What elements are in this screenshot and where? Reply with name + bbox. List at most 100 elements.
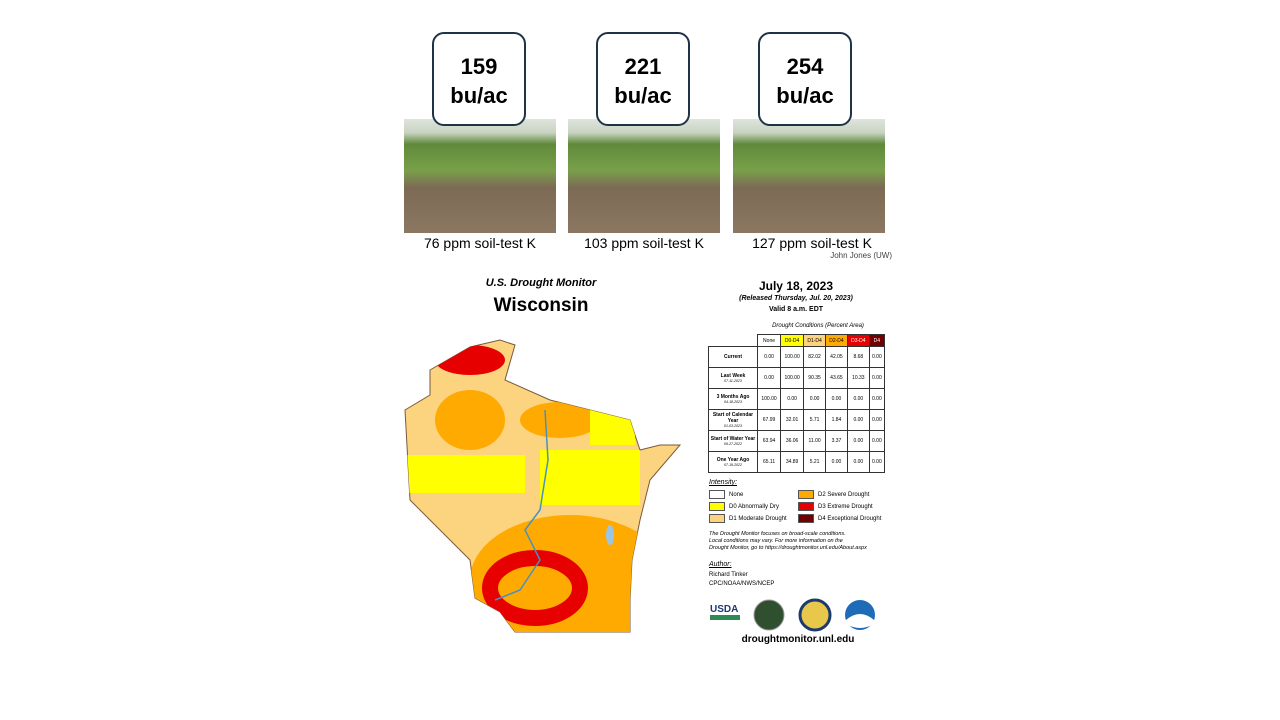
usda-logo: USDA [710, 604, 740, 620]
table-cell: 100.00 [756, 388, 782, 410]
row-label: Current [708, 346, 758, 368]
table-cell: 0.00 [803, 388, 826, 410]
table-cell: 63.94 [756, 430, 782, 452]
table-cell: 0.00 [846, 388, 870, 410]
legend-swatch [709, 502, 725, 511]
corn-photo [733, 119, 885, 233]
author-label: Author: [709, 561, 732, 568]
table-row: Current 0.00 100.00 82.02 42.05 8.68 0.00 [708, 346, 886, 368]
table-cell: 0.00 [868, 451, 886, 473]
table-cell: 11.00 [803, 430, 826, 452]
yield-amount: 221 [624, 54, 662, 79]
author: Richard Tinker [709, 572, 748, 578]
table-row: Start of Calendar Year 01-03-2023 67.99 32.… [708, 409, 886, 431]
table-cell: 0.00 [846, 409, 870, 431]
row-label: Start of Water Year 09-27-2022 [708, 430, 758, 452]
yield-unit: bu/ac [450, 83, 508, 108]
drought-table: None D0-D4 D1-D4 D2-D4 D3-D4 D4 Current 0.00 100… [708, 334, 886, 473]
legend-label: None [729, 491, 744, 498]
table-cell: 0.00 [868, 430, 886, 452]
legend-item: None [709, 490, 743, 499]
row-label: Last Week 07-11-2023 [708, 367, 758, 389]
table-cell: 67.99 [756, 409, 782, 431]
yield-amount: 159 [460, 54, 498, 79]
column-header: D1-D4 [803, 334, 826, 347]
row-date: 07-19-2022 [724, 463, 742, 467]
table-cell: 0.00 [756, 367, 782, 389]
table-row: One Year Ago 07-19-2022 65.11 34.89 5.21 0.00… [708, 451, 886, 473]
legend-swatch [709, 490, 725, 499]
photo-caption: 103 ppm soil-test K [584, 235, 704, 251]
row-name: One Year Ago [716, 457, 750, 463]
legend-label: D4 Exceptional Drought [818, 515, 882, 522]
row-date: 07-11-2023 [724, 379, 742, 383]
map-date: July 18, 2023 [758, 279, 834, 293]
table-cell: 5.71 [803, 409, 826, 431]
legend-item: D2 Severe Drought [798, 490, 869, 499]
table-cell: 0.00 [780, 388, 805, 410]
legend-item: D4 Exceptional Drought [798, 514, 881, 523]
photo-caption: 127 ppm soil-test K [752, 235, 872, 251]
row-name: Current [723, 354, 743, 360]
corn-photo [404, 119, 556, 233]
legend-label: D3 Extreme Drought [818, 503, 873, 510]
header-row: None D0-D4 D1-D4 D2-D4 D3-D4 D4 [709, 334, 886, 347]
yield-unit: bu/ac [614, 83, 672, 108]
row-name: 3 Months Ago [716, 394, 750, 400]
note-line: Local conditions may vary. For more info… [709, 538, 843, 544]
column-header: D2-D4 [825, 334, 848, 347]
legend-swatch [798, 502, 814, 511]
table-cell: 0.00 [868, 409, 886, 431]
legend-item: D0 Abnormally Dry [709, 502, 779, 511]
legend-swatch [798, 514, 814, 523]
table-cell: 65.11 [756, 451, 782, 473]
table-cell: 1.84 [825, 409, 848, 431]
row-label: 3 Months Ago 04-18-2023 [708, 388, 758, 410]
legend-item: D3 Extreme Drought [798, 502, 873, 511]
release-date: (Released Thursday, Jul. 20, 2023) [739, 295, 853, 302]
table-cell: 10.33 [846, 367, 870, 389]
agency: CPC/NOAA/NWS/NCEP [709, 581, 775, 587]
row-name: Start of Water Year [710, 436, 756, 442]
legend-label: D0 Abnormally Dry [729, 503, 780, 510]
table-cell: 43.65 [825, 367, 848, 389]
corner-cell [709, 335, 758, 347]
column-header: None [756, 334, 782, 347]
table-cell: 0.00 [868, 367, 886, 389]
table-cell: 32.01 [780, 409, 805, 431]
table-cell: 8.68 [846, 346, 870, 368]
table-row: Last Week 07-11-2023 0.00 100.00 90.35 43.65 1… [708, 367, 886, 389]
photo-caption: 76 ppm soil-test K [423, 235, 537, 251]
table-cell: 0.00 [846, 451, 870, 473]
legend-title: Intensity: [709, 479, 738, 486]
table-cell: 0.00 [868, 346, 886, 368]
photo-credit: John Jones (UW) [830, 251, 892, 260]
table-cell: 0.00 [825, 451, 848, 473]
state-name: Wisconsin [493, 295, 589, 316]
legend-label: D2 Severe Drought [818, 491, 870, 498]
logos [753, 598, 875, 632]
table-caption: Drought Conditions (Percent Area) [772, 323, 864, 329]
yield-unit: bu/ac [776, 83, 834, 108]
table-cell: 90.35 [803, 367, 826, 389]
legend-item: D1 Moderate Drought [709, 514, 787, 523]
row-name: Start of Calendar Year [712, 412, 754, 424]
table-cell: 0.00 [825, 388, 848, 410]
row-label: One Year Ago 07-19-2022 [708, 451, 758, 473]
yield-box: 254 bu/ac [758, 32, 852, 126]
note-line: The Drought Monitor focuses on broad-sca… [709, 531, 846, 537]
legend-swatch [709, 514, 725, 523]
column-header: D4 [868, 334, 886, 347]
row-label: Start of Calendar Year 01-03-2023 [708, 409, 758, 431]
table-cell: 0.00 [868, 388, 886, 410]
table-cell: 82.02 [803, 346, 826, 368]
corn-photo [568, 119, 720, 233]
table-row: 3 Months Ago 04-18-2023 100.00 0.00 0.00 0.00… [708, 388, 886, 410]
drought-map [404, 339, 682, 633]
table-cell: 42.05 [825, 346, 848, 368]
table-cell: 100.00 [780, 346, 805, 368]
url: droughtmonitor.unl.edu [741, 634, 855, 645]
yield-box: 221 bu/ac [596, 32, 690, 126]
table-cell: 5.21 [803, 451, 826, 473]
